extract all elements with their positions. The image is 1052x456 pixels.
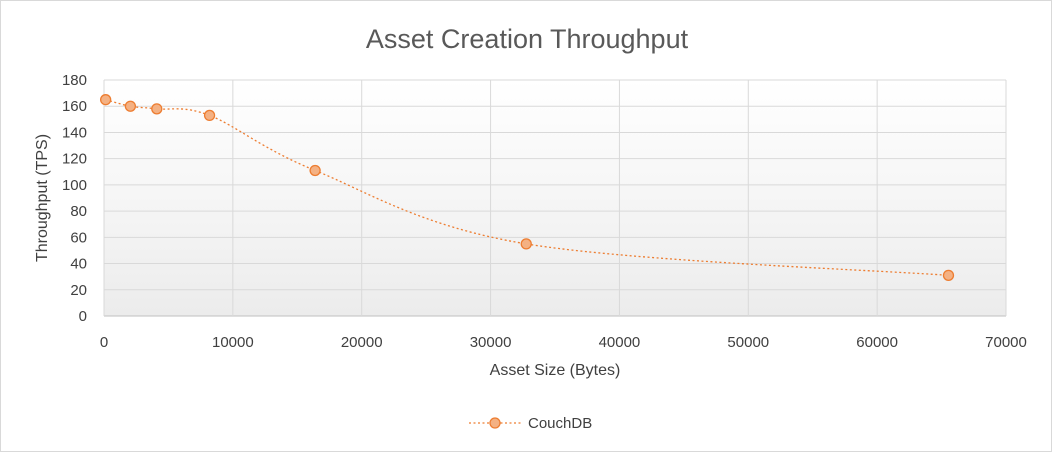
series-couchdb (99, 94, 955, 282)
y-tick-label: 160 (62, 98, 87, 115)
y-tick-label: 60 (70, 229, 87, 246)
x-tick-label: 20000 (341, 334, 383, 351)
y-tick-label: 140 (62, 124, 87, 141)
y-tick-label: 80 (70, 203, 87, 220)
data-point-marker (99, 94, 112, 106)
data-point-marker (151, 103, 163, 115)
data-point-marker (203, 109, 216, 122)
y-tick-label: 40 (70, 256, 87, 273)
y-tick-label: 0 (79, 308, 87, 325)
grid-lines (103, 79, 1007, 317)
y-axis-title: Throughput (TPS) (34, 134, 51, 262)
x-tick-label: 50000 (727, 334, 769, 351)
y-tick-label: 20 (70, 282, 87, 299)
legend-marker-swatch (489, 417, 501, 429)
x-tick-label: 0 (100, 334, 108, 351)
x-tick-label: 10000 (212, 334, 254, 351)
data-point-marker (124, 100, 137, 112)
y-tick-label: 120 (62, 151, 87, 168)
x-tick-label: 40000 (599, 334, 641, 351)
y-axis-tick-labels: 0 20 40 60 80 100 120 140 160 180 (62, 72, 87, 325)
legend: CouchDB (469, 415, 592, 432)
x-tick-label: 60000 (856, 334, 898, 351)
x-axis-title: Asset Size (Bytes) (490, 362, 621, 379)
x-tick-label: 30000 (470, 334, 512, 351)
y-tick-label: 180 (62, 72, 87, 89)
data-point-marker (942, 269, 955, 282)
plot-area (104, 80, 1006, 316)
legend-label-couchdb: CouchDB (528, 415, 592, 432)
data-point-marker (520, 238, 532, 250)
x-tick-label: 70000 (985, 334, 1027, 351)
y-tick-label: 100 (62, 177, 87, 194)
chart-title: Asset Creation Throughput (366, 24, 689, 54)
x-axis-tick-labels: 0 10000 20000 30000 40000 50000 60000 70000 (100, 334, 1027, 351)
data-point-marker (309, 164, 321, 177)
